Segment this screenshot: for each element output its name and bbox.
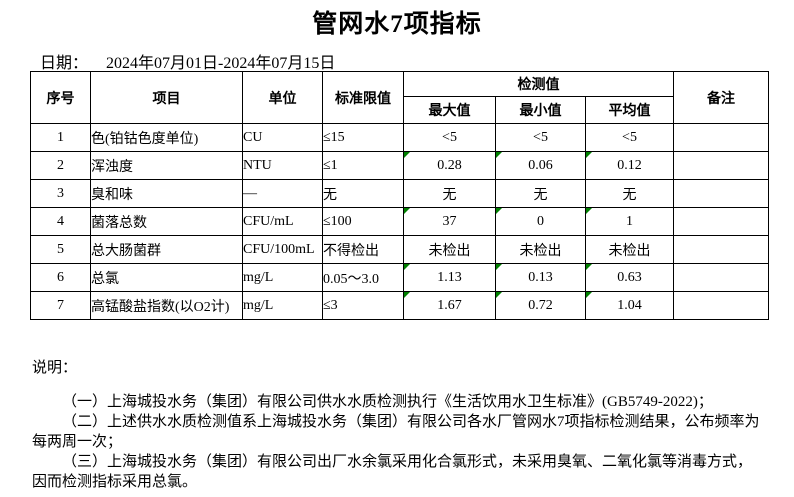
cell-max: <5 xyxy=(403,123,496,152)
table-row: 2 浑浊度 NTU ≤1 0.28 0.06 0.12 xyxy=(30,151,770,180)
notes-section: 说明： （一）上海城投水务（集团）有限公司供水水质检测执行《生活饮用水卫生标准》… xyxy=(32,358,766,492)
cell-max: 1.67 xyxy=(403,291,496,320)
note-item: （二）上述供水水质检测值系上海城投水务（集团）有限公司各水厂管网水7项指标检测结… xyxy=(32,414,760,450)
cell-avg: 未检出 xyxy=(584,235,675,264)
indicators-table: 序号 项目 单位 标准限值 检测值 备注 最大值 最小值 平均值 1 色(铂钴色… xyxy=(30,71,770,320)
col-header-limit: 标准限值 xyxy=(322,71,404,124)
cell-remark xyxy=(673,235,770,264)
date-value: 2024年07月01日-2024年07月15日 xyxy=(106,55,336,72)
cell-limit: ≤100 xyxy=(322,207,404,236)
cell-avg: 无 xyxy=(584,179,675,208)
date-line: 日期： 2024年07月01日-2024年07月15日 xyxy=(40,49,335,73)
cell-seq: 4 xyxy=(30,207,91,236)
table-row: 1 色(铂钴色度单位) CU ≤15 <5 <5 <5 xyxy=(30,123,770,152)
table-row: 3 臭和味 — 无 无 无 无 xyxy=(30,179,770,208)
cell-seq: 1 xyxy=(30,123,91,152)
cell-seq: 2 xyxy=(30,151,91,180)
table-row: 7 高锰酸盐指数(以O2计) mg/L ≤3 1.67 0.72 1.04 xyxy=(30,291,770,320)
cell-remark xyxy=(673,179,770,208)
cell-limit: 不得检出 xyxy=(322,235,404,264)
cell-limit: ≤1 xyxy=(322,151,404,180)
note-item: （三）上海城投水务（集团）有限公司出厂水余氯采用化合氯形式，未采用臭氧、二氧化氯… xyxy=(32,454,753,490)
col-header-item: 项目 xyxy=(90,71,243,124)
cell-avg: 0.63 xyxy=(584,263,675,292)
table-row: 5 总大肠菌群 CFU/100mL 不得检出 未检出 未检出 未检出 xyxy=(30,235,770,264)
cell-max: 1.13 xyxy=(403,263,496,292)
cell-item: 总氯 xyxy=(90,263,243,292)
cell-item: 臭和味 xyxy=(90,179,243,208)
cell-avg: 0.12 xyxy=(584,151,675,180)
cell-limit: ≤3 xyxy=(322,291,404,320)
cell-unit: CFU/mL xyxy=(242,207,323,236)
cell-remark xyxy=(673,207,770,236)
cell-seq: 3 xyxy=(30,179,91,208)
cell-unit: — xyxy=(242,179,323,208)
table-row: 4 菌落总数 CFU/mL ≤100 37 0 1 xyxy=(30,207,770,236)
cell-min: 0 xyxy=(495,207,586,236)
cell-seq: 5 xyxy=(30,235,91,264)
cell-unit: mg/L xyxy=(242,291,323,320)
cell-unit: mg/L xyxy=(242,263,323,292)
col-header-detection-group: 检测值 xyxy=(402,71,675,97)
cell-remark xyxy=(673,291,770,320)
col-header-max: 最大值 xyxy=(403,96,496,124)
cell-avg: 1 xyxy=(584,207,675,236)
cell-max: 无 xyxy=(403,179,496,208)
note-item: （一）上海城投水务（集团）有限公司供水水质检测执行《生活饮用水卫生标准》(GB5… xyxy=(62,394,713,410)
cell-limit: 无 xyxy=(322,179,404,208)
cell-item: 浑浊度 xyxy=(90,151,243,180)
cell-avg: 1.04 xyxy=(584,291,675,320)
header-row-top: 序号 项目 单位 标准限值 检测值 备注 xyxy=(30,71,770,124)
table-row: 6 总氯 mg/L 0.05～3.0 1.13 0.13 0.63 xyxy=(30,263,770,292)
cell-max: 37 xyxy=(403,207,496,236)
page-title: 管网水7项指标 xyxy=(312,11,482,38)
cell-remark xyxy=(673,263,770,292)
cell-item: 菌落总数 xyxy=(90,207,243,236)
cell-item: 总大肠菌群 xyxy=(90,235,243,264)
col-header-avg: 平均值 xyxy=(584,96,675,124)
cell-min: 无 xyxy=(495,179,586,208)
cell-avg: <5 xyxy=(584,123,675,152)
cell-limit: 0.05～3.0 xyxy=(322,263,404,292)
cell-min: 0.06 xyxy=(495,151,586,180)
cell-unit: NTU xyxy=(242,151,323,180)
cell-max: 未检出 xyxy=(403,235,496,264)
cell-remark xyxy=(673,151,770,180)
cell-remark xyxy=(673,123,770,152)
cell-max: 0.28 xyxy=(403,151,496,180)
date-label: 日期： xyxy=(40,55,89,72)
col-header-remark: 备注 xyxy=(673,71,770,124)
cell-unit: CU xyxy=(242,123,323,152)
cell-min: 未检出 xyxy=(495,235,586,264)
cell-limit: ≤15 xyxy=(322,123,404,152)
cell-item: 色(铂钴色度单位) xyxy=(90,123,243,152)
col-header-seq: 序号 xyxy=(30,71,91,124)
cell-item: 高锰酸盐指数(以O2计) xyxy=(90,291,243,320)
notes-heading: 说明： xyxy=(32,360,78,376)
cell-unit: CFU/100mL xyxy=(242,235,323,264)
cell-min: 0.72 xyxy=(495,291,586,320)
cell-seq: 6 xyxy=(30,263,91,292)
cell-seq: 7 xyxy=(30,291,91,320)
cell-min: 0.13 xyxy=(495,263,586,292)
cell-min: <5 xyxy=(495,123,586,152)
header-row-sub: 最大值 最小值 平均值 xyxy=(31,96,769,124)
col-header-unit: 单位 xyxy=(242,71,323,124)
col-header-min: 最小值 xyxy=(495,96,586,124)
